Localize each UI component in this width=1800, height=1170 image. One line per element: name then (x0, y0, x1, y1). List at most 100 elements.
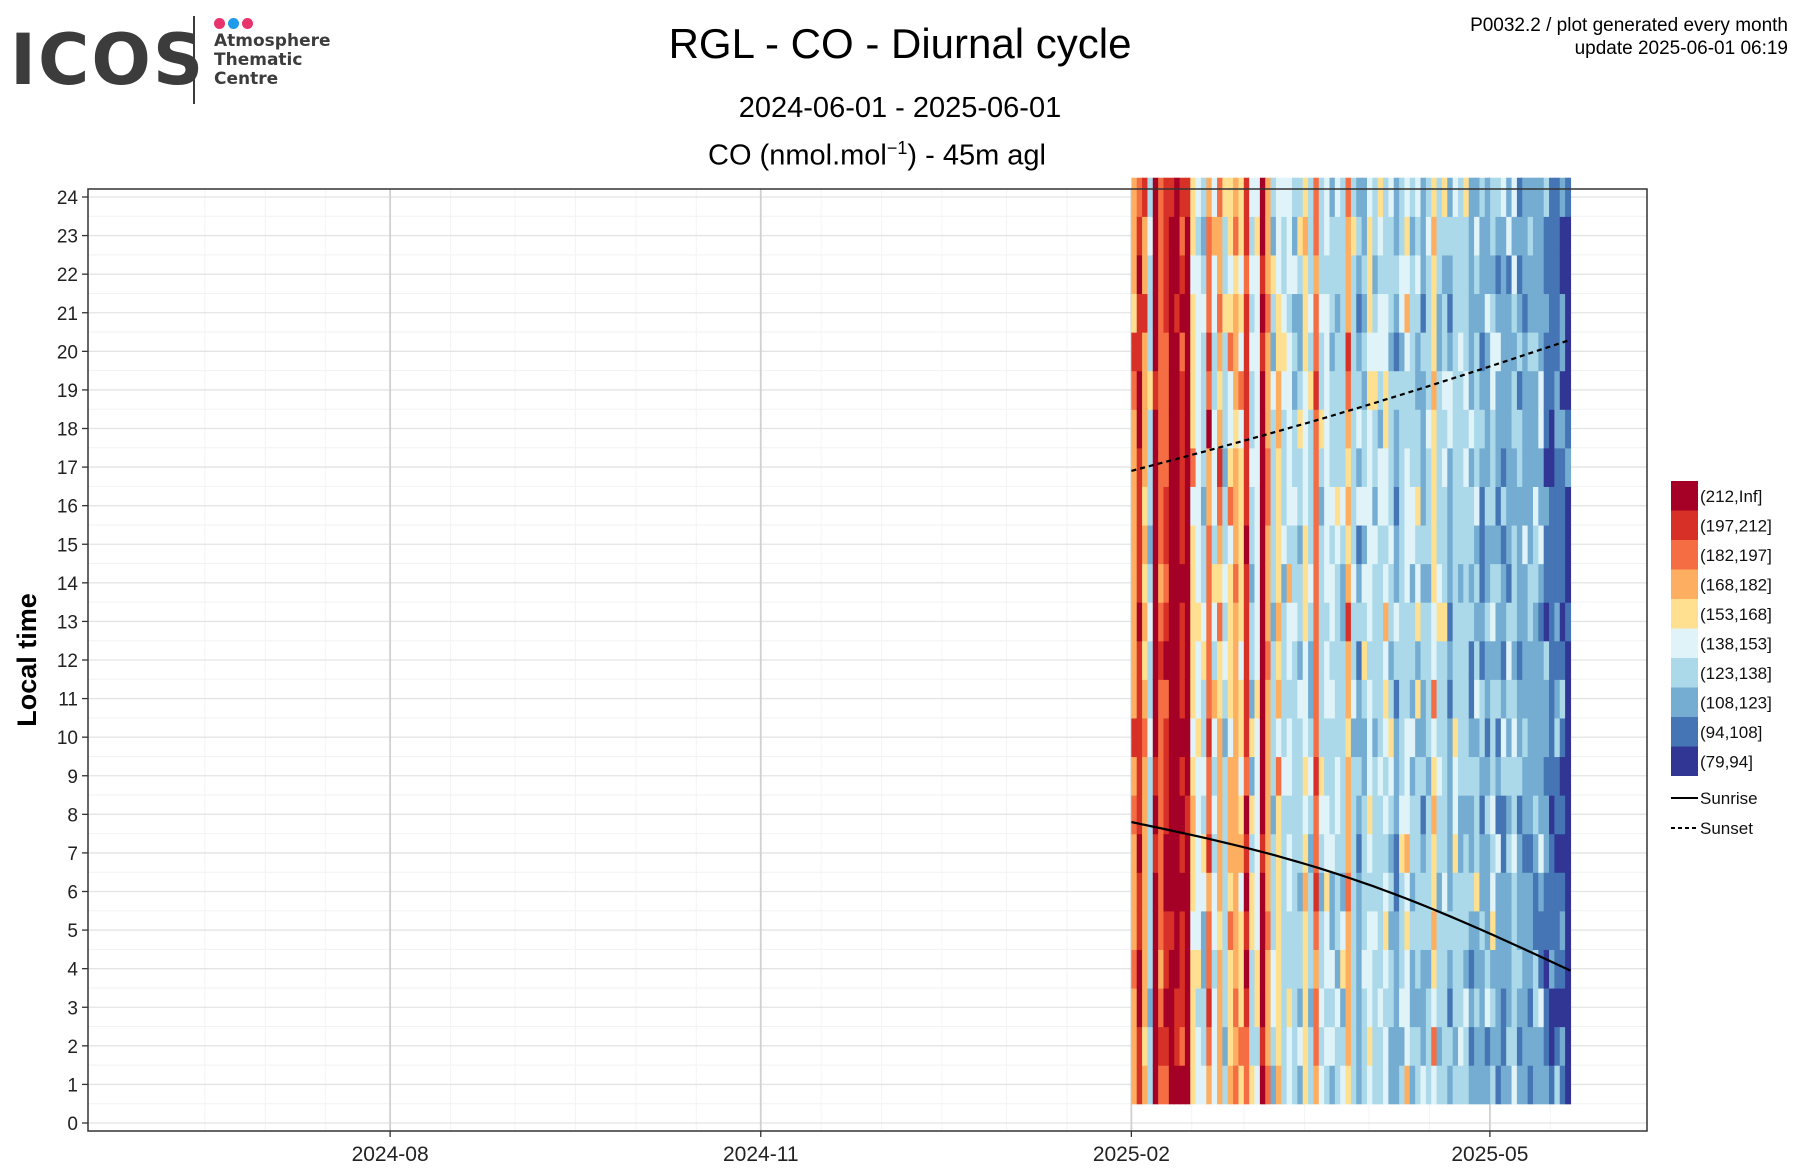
heatmap-cell (1211, 640, 1218, 680)
heatmap-cell (1217, 447, 1223, 487)
heatmap-cell (1377, 1065, 1384, 1105)
heatmap-cell (1538, 833, 1545, 873)
heatmap-cell (1447, 640, 1454, 680)
heatmap-cell (1238, 254, 1245, 295)
heatmap-cell (1436, 1026, 1443, 1066)
heatmap-cell (1532, 602, 1539, 642)
heatmap-cell (1404, 409, 1411, 449)
heatmap-cell (1308, 756, 1315, 796)
heatmap-cell (1184, 795, 1191, 835)
heatmap-cell (1217, 602, 1223, 642)
heatmap-cell (1190, 177, 1197, 217)
heatmap-cell (1350, 332, 1357, 372)
heatmap-cell (1458, 910, 1464, 950)
heatmap-cell (1158, 216, 1165, 256)
heatmap-cell (1179, 254, 1186, 295)
heatmap-cell (1147, 447, 1154, 487)
heatmap-cell (1436, 987, 1443, 1028)
heatmap-cell (1297, 563, 1304, 603)
heatmap-cell (1142, 1026, 1149, 1066)
heatmap-cell (1211, 409, 1218, 449)
heatmap-cell (1302, 872, 1309, 912)
heatmap-cell (1366, 602, 1373, 642)
heatmap-cell (1308, 409, 1315, 449)
heatmap-cell (1174, 524, 1181, 565)
heatmap-cell (1195, 409, 1202, 449)
heatmap-cell (1292, 679, 1298, 719)
heatmap-cell (1334, 409, 1341, 449)
heatmap-cell (1217, 987, 1223, 1028)
heatmap-cell (1345, 833, 1352, 873)
heatmap-cell (1136, 216, 1143, 256)
heatmap-cell (1393, 409, 1400, 449)
y-tick-label: 12 (57, 651, 78, 672)
heatmap-cell (1532, 177, 1539, 217)
heatmap-cell (1206, 524, 1213, 565)
heatmap-cell (1361, 293, 1368, 333)
legend-label: (212,Inf] (1700, 487, 1762, 506)
heatmap-cell (1313, 602, 1320, 642)
heatmap-cell (1388, 254, 1395, 295)
heatmap-cell (1243, 177, 1250, 217)
heatmap-cell (1447, 833, 1454, 873)
heatmap-cell (1227, 1026, 1234, 1066)
heatmap-cell (1254, 717, 1261, 758)
heatmap-cell (1270, 717, 1277, 758)
heatmap-cell (1468, 756, 1475, 796)
heatmap-cell (1441, 602, 1448, 642)
heatmap-cell (1399, 872, 1406, 912)
heatmap-cell (1383, 987, 1389, 1028)
heatmap-cell (1441, 679, 1448, 719)
heatmap-cell (1468, 640, 1475, 680)
heatmap-cell (1420, 409, 1427, 449)
heatmap-cell (1559, 486, 1566, 526)
heatmap-cell (1538, 216, 1545, 256)
heatmap-cell (1190, 640, 1197, 680)
heatmap-cell (1286, 216, 1293, 256)
heatmap-cell (1495, 949, 1502, 989)
heatmap-cell (1286, 679, 1293, 719)
heatmap-cell (1436, 795, 1443, 835)
heatmap-cell (1559, 1026, 1566, 1066)
heatmap-cell (1399, 447, 1406, 487)
heatmap-cell (1490, 563, 1497, 603)
heatmap-cell (1324, 409, 1331, 449)
heatmap-cell (1538, 756, 1545, 796)
heatmap-cell (1441, 293, 1448, 333)
heatmap-cell (1511, 332, 1518, 372)
heatmap-cell (1324, 602, 1331, 642)
heatmap-cell (1302, 370, 1309, 410)
heatmap-cell (1131, 949, 1138, 989)
heatmap-cell (1565, 524, 1572, 565)
heatmap-cell (1281, 833, 1288, 873)
heatmap-cell (1195, 486, 1202, 526)
heatmap-cell (1356, 910, 1363, 950)
heatmap-cell (1441, 447, 1448, 487)
heatmap-cell (1131, 717, 1138, 758)
heatmap-cell (1318, 602, 1325, 642)
heatmap-cell (1275, 640, 1282, 680)
heatmap-cell (1195, 563, 1202, 603)
heatmap-cell (1200, 216, 1207, 256)
heatmap-cell (1292, 293, 1298, 333)
heatmap-cell (1458, 177, 1464, 217)
heatmap-cell (1366, 216, 1373, 256)
heatmap-cell (1243, 1065, 1250, 1105)
heatmap-cell (1538, 679, 1545, 719)
heatmap-cell (1233, 795, 1240, 835)
y-tick-label: 1 (67, 1075, 78, 1096)
heatmap-cell (1174, 447, 1181, 487)
heatmap-cell (1222, 987, 1229, 1028)
heatmap-cell (1559, 679, 1566, 719)
heatmap-cell (1259, 486, 1266, 526)
heatmap-cell (1259, 177, 1266, 217)
heatmap-cell (1532, 640, 1539, 680)
heatmap-cell (1490, 447, 1497, 487)
heatmap-cell (1275, 486, 1282, 526)
heatmap-cell (1425, 524, 1432, 565)
heatmap-cell (1549, 447, 1555, 487)
heatmap-cell (1152, 370, 1159, 410)
heatmap-cell (1452, 254, 1459, 295)
heatmap-cell (1329, 1026, 1336, 1066)
heatmap-cell (1409, 293, 1416, 333)
